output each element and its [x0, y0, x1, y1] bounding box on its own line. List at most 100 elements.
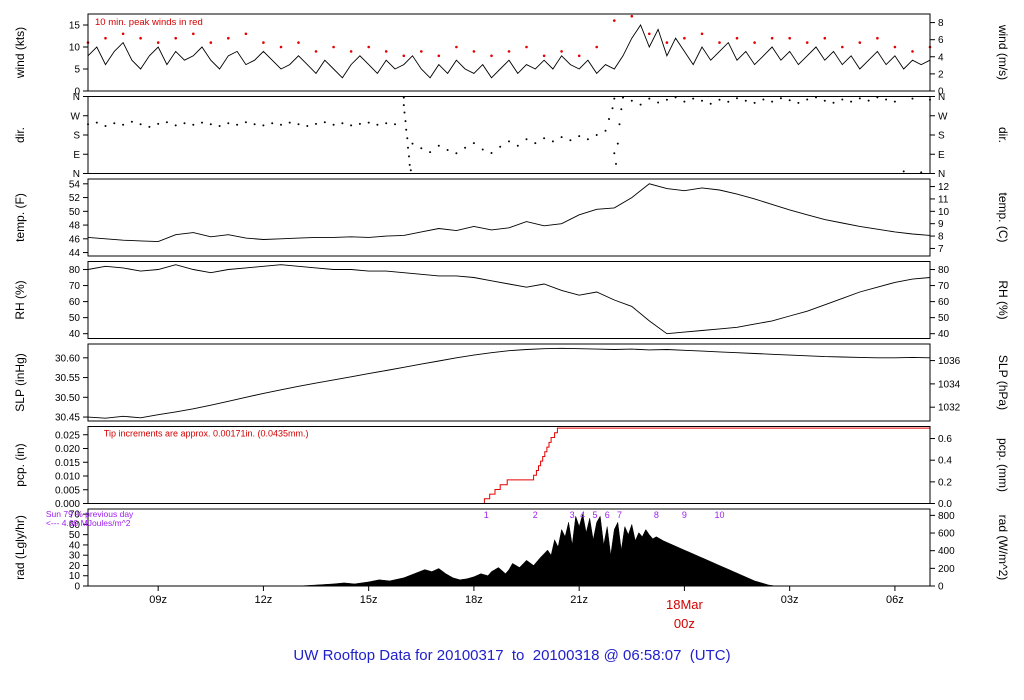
- wind-direction-dot: [139, 123, 142, 126]
- wind-direction-dot: [744, 99, 747, 102]
- x-tick-label: 15z: [360, 594, 378, 606]
- rad-left-tick-label: 30: [69, 551, 81, 562]
- wind-direction-dot: [409, 169, 412, 172]
- wind-direction-dot: [586, 138, 589, 141]
- wind-direction-dot: [665, 98, 668, 101]
- peak-wind-dot: [279, 45, 283, 49]
- peak-wind-dot: [367, 45, 371, 49]
- peak-wind-dot: [841, 45, 844, 49]
- wind-direction-dot: [408, 155, 410, 158]
- rh-right-tick-label: 70: [938, 281, 950, 292]
- rad-marker-10: 10: [714, 510, 724, 520]
- rad-marker-7: 7: [617, 510, 622, 520]
- series-solar-radiation: [298, 514, 776, 587]
- date-label-line2: 00z: [674, 616, 695, 631]
- peak-wind-dot: [823, 36, 827, 40]
- temp-right-tick-label: 7: [938, 244, 944, 255]
- wind-direction-dot: [244, 121, 247, 124]
- wind-direction-dot: [604, 129, 607, 132]
- wind-direction-dot: [858, 97, 861, 100]
- peak-wind-dot: [139, 36, 142, 40]
- wind-direction-dot: [420, 147, 423, 150]
- wind-direction-dot: [902, 170, 905, 173]
- slp-right-tick-label: 1032: [938, 403, 961, 414]
- wind-direction-dot: [341, 122, 344, 125]
- wind-annotation-0: 10 min. peak winds in red: [95, 17, 203, 28]
- dir-right-axis-label: dir.: [996, 127, 1010, 143]
- wind-direction-dot: [227, 122, 230, 125]
- peak-wind-dot: [314, 50, 318, 53]
- wind-direction-dot: [525, 138, 528, 141]
- rad-left-tick-label: 50: [69, 530, 81, 541]
- wind-direction-dot: [113, 122, 116, 125]
- temp-right-axis-label: temp. (C): [996, 192, 1010, 242]
- wind-left-tick-label: 10: [69, 43, 81, 54]
- pcp-left-axis-label: pcp. (in): [13, 443, 27, 486]
- temp-left-tick-label: 48: [69, 221, 81, 232]
- rad-marker-3: 3: [570, 510, 575, 520]
- slp-right-axis-label: SLP (hPa): [996, 355, 1010, 410]
- wind-direction-dot: [630, 99, 633, 102]
- rh-right-tick-label: 60: [938, 297, 950, 308]
- peak-wind-dot: [262, 41, 265, 44]
- temp-right-tick-label: 8: [938, 232, 944, 243]
- rh-left-axis-label: RH (%): [13, 280, 27, 319]
- wind-direction-dot: [148, 125, 151, 128]
- peak-wind-dot: [104, 36, 107, 40]
- peak-wind-dot: [332, 45, 335, 49]
- wind-direction-dot: [280, 123, 282, 126]
- wind-direction-dot: [727, 100, 730, 103]
- peak-wind-dot: [876, 36, 879, 40]
- slp-left-tick-label: 30.50: [55, 393, 80, 404]
- slp-left-tick-label: 30.45: [55, 413, 80, 424]
- wind-direction-dot: [613, 152, 616, 155]
- peak-wind-dot: [858, 41, 862, 44]
- rad-marker-2: 2: [533, 510, 538, 520]
- wind-direction-dot: [130, 120, 133, 123]
- rad-marker-6: 6: [605, 510, 610, 520]
- dir-left-axis-label: dir.: [13, 127, 27, 143]
- rad-right-tick-label: 0: [938, 582, 944, 593]
- peak-wind-dot: [560, 50, 563, 53]
- temp-left-tick-label: 50: [69, 207, 81, 218]
- series-temperature: [87, 183, 931, 243]
- rad-marker-9: 9: [682, 510, 687, 520]
- peak-wind-dot: [577, 54, 581, 58]
- wind-direction-dot: [823, 99, 826, 102]
- peak-wind-dot: [227, 36, 230, 40]
- pcp-left-tick-label: 0.005: [55, 485, 80, 496]
- wind-right-tick-label: 0: [938, 87, 944, 98]
- wind-direction-dot: [402, 104, 405, 107]
- rad-right-tick-label: 200: [938, 564, 955, 575]
- rh-left-tick-label: 60: [69, 297, 81, 308]
- wind-direction-dot: [613, 97, 616, 100]
- wind-direction-dot: [385, 122, 388, 125]
- wind-direction-dot: [209, 123, 212, 126]
- rad-annotation-1: <--- 4.69 MJoules/m^2: [46, 518, 131, 528]
- wind-direction-dot: [885, 98, 888, 101]
- wind-direction-dot: [616, 142, 619, 145]
- rh-right-axis-label: RH (%): [996, 280, 1010, 319]
- wind-direction-dot: [332, 123, 335, 126]
- x-tick-label: 06z: [886, 594, 904, 606]
- wind-left-axis-label: wind (kts): [13, 27, 27, 79]
- wind-direction-dot: [394, 123, 396, 126]
- wind-direction-dot: [615, 162, 617, 165]
- temp-left-tick-label: 54: [69, 179, 81, 190]
- dir-right-tick-label: N: [938, 92, 945, 103]
- rad-right-axis-label: rad (W/m^2): [996, 515, 1010, 581]
- wind-direction-dot: [753, 101, 756, 104]
- wind-direction-dot: [490, 152, 493, 154]
- pcp-panel-frame: [87, 426, 931, 504]
- wind-direction-dot: [183, 122, 186, 125]
- slp-panel-frame: [87, 343, 931, 422]
- peak-wind-dot: [718, 41, 721, 44]
- wind-direction-dot: [543, 137, 546, 140]
- peak-wind-dot: [420, 50, 423, 53]
- rh-right-tick-label: 50: [938, 313, 950, 324]
- wind-direction-dot: [464, 146, 467, 149]
- x-tick-label: 21z: [570, 594, 588, 606]
- peak-wind-dot: [455, 45, 458, 49]
- dir-left-tick-label: S: [73, 131, 80, 142]
